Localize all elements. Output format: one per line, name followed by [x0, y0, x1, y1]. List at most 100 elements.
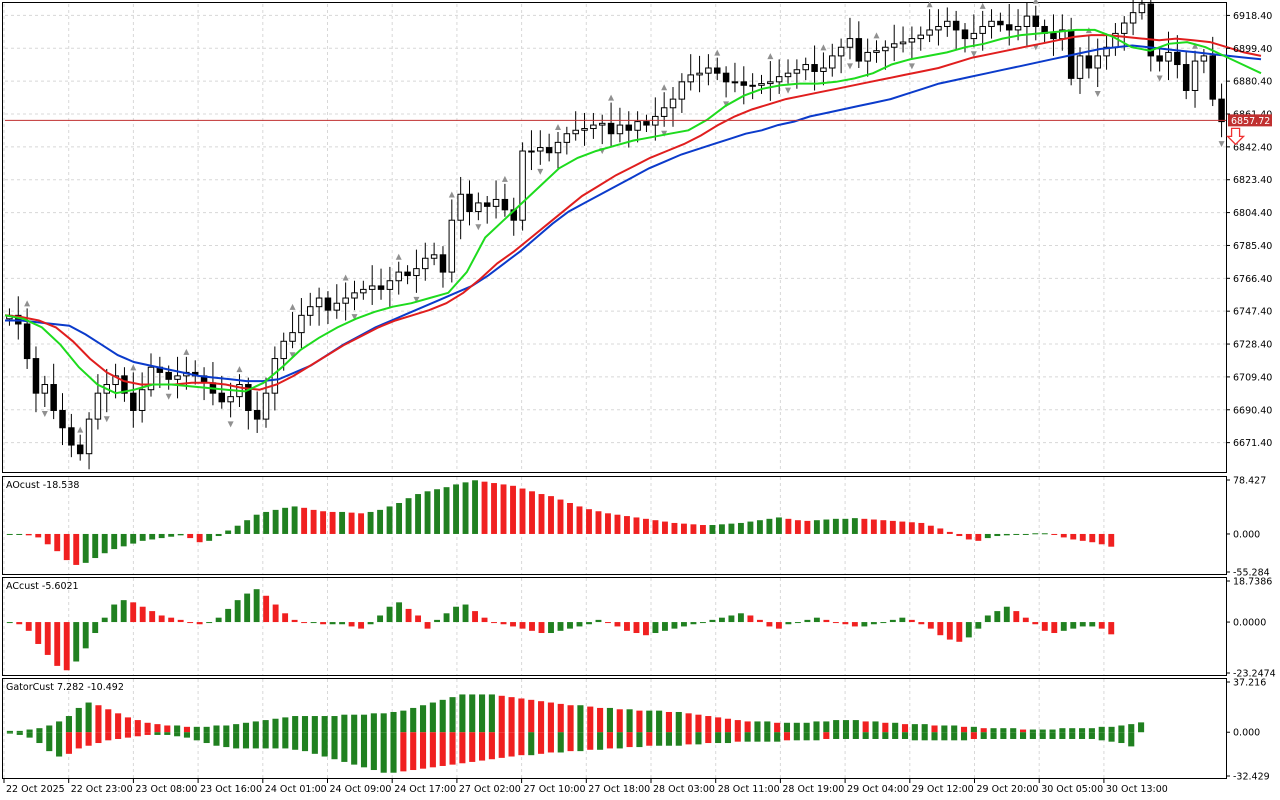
ao-bar	[1070, 533, 1077, 540]
ac-bar	[158, 615, 165, 623]
gator-lower-bar	[419, 732, 427, 769]
price-pane[interactable]	[2, 2, 1227, 473]
ao-bar	[462, 482, 469, 534]
gator-lower-bar	[301, 732, 309, 752]
ac-bar	[1041, 622, 1048, 631]
gator-pane[interactable]	[2, 678, 1227, 779]
y-tick-label: -32.429	[1233, 772, 1270, 783]
gator-upper-bar	[518, 698, 525, 733]
candle-body	[1182, 64, 1190, 91]
ac-bar	[1022, 617, 1029, 623]
ao-bar	[339, 511, 346, 534]
ac-bar	[956, 622, 963, 642]
candle-body	[1191, 60, 1199, 91]
ao-bar	[149, 533, 156, 540]
y-tick-label: 6728.40	[1233, 340, 1272, 351]
candle-body	[519, 150, 526, 221]
gator-upper-bar	[793, 722, 800, 733]
ac-bar	[681, 622, 687, 627]
gator-lower-bar	[174, 732, 181, 737]
ac-bar	[149, 611, 156, 623]
gator-lower-bar	[616, 732, 623, 749]
ac-bar	[652, 622, 659, 634]
gator-upper-bar	[459, 694, 466, 733]
candle-body	[829, 55, 836, 69]
ac-bar	[339, 622, 346, 625]
candle-body	[457, 193, 464, 221]
ao-bar	[1051, 533, 1058, 535]
fractal-down-icon	[227, 421, 234, 428]
gator-lower-bar	[606, 732, 613, 749]
gator-upper-bar	[675, 711, 682, 733]
gator-upper-bar	[341, 714, 348, 733]
candle-body	[563, 133, 571, 143]
candle-body	[802, 64, 809, 71]
ac-bar	[196, 622, 203, 625]
ao-bar	[386, 506, 393, 534]
ao-bar	[747, 521, 754, 534]
ac-bar	[358, 622, 365, 629]
x-tick-label: 29 Oct 04:00	[847, 784, 909, 795]
gator-lower-bar	[351, 732, 358, 765]
candle-body	[731, 81, 739, 84]
gator-lower-bar	[685, 732, 692, 745]
fractal-up-icon	[554, 123, 561, 130]
ac-bar	[1070, 622, 1077, 629]
candle-body	[422, 257, 429, 270]
gator-lower-bar	[26, 732, 33, 738]
gator-upper-bar	[538, 701, 545, 733]
candle-body	[386, 280, 394, 290]
ac-bar	[377, 615, 384, 623]
gator-upper-bar	[16, 730, 23, 733]
gator-upper-bar	[154, 724, 161, 733]
gator-lower-bar	[65, 732, 72, 754]
ao-bar	[1098, 533, 1105, 545]
ao-bar	[348, 512, 355, 534]
candle-body	[138, 389, 146, 411]
ao-bar	[272, 509, 279, 534]
gator-upper-bar	[351, 714, 358, 733]
ac-bar	[386, 606, 393, 623]
ao-bar	[101, 533, 108, 554]
candle-body	[705, 67, 712, 74]
gator-lower-bar	[154, 732, 161, 735]
ao-bar	[206, 533, 213, 541]
gator-upper-bar	[75, 707, 82, 733]
ao-bar	[538, 494, 545, 534]
ac-pane[interactable]	[2, 577, 1227, 676]
ac-bar	[367, 622, 374, 625]
ao-bar	[25, 533, 32, 536]
gator-lower-bar	[105, 732, 112, 741]
gator-lower-bar	[193, 732, 200, 741]
gator-lower-bar	[479, 732, 486, 761]
candle-body	[289, 332, 296, 342]
gator-upper-bar	[665, 711, 672, 733]
candle-body	[926, 29, 933, 36]
gator-lower-bar	[1059, 732, 1066, 739]
x-tick-label: 29 Oct 12:00	[912, 784, 974, 795]
gator-lower-bar	[695, 732, 702, 745]
ao-pane[interactable]	[2, 476, 1227, 575]
fractal-up-icon	[289, 303, 296, 310]
ao-bar	[908, 522, 915, 534]
candle-body	[625, 124, 633, 131]
ac-bar	[301, 622, 308, 624]
gator-lower-bar	[262, 732, 269, 749]
ac-bar	[396, 602, 403, 623]
candle-body	[333, 302, 341, 311]
gator-upper-bar	[1059, 728, 1066, 733]
gator-upper-bar	[911, 724, 918, 733]
ac-bar	[908, 619, 915, 623]
gator-upper-bar	[616, 709, 623, 733]
x-tick-label: 27 Oct 18:00	[588, 784, 650, 795]
candle-body	[23, 323, 31, 360]
gator-upper-bar	[606, 707, 613, 733]
gator-upper-bar	[1079, 728, 1086, 733]
ao-bar	[709, 525, 716, 534]
fractal-up-icon	[873, 32, 880, 39]
ao-bar	[481, 481, 488, 534]
gator-upper-bar	[774, 722, 781, 733]
candle-body	[590, 124, 597, 130]
gator-lower-bar	[675, 732, 682, 746]
